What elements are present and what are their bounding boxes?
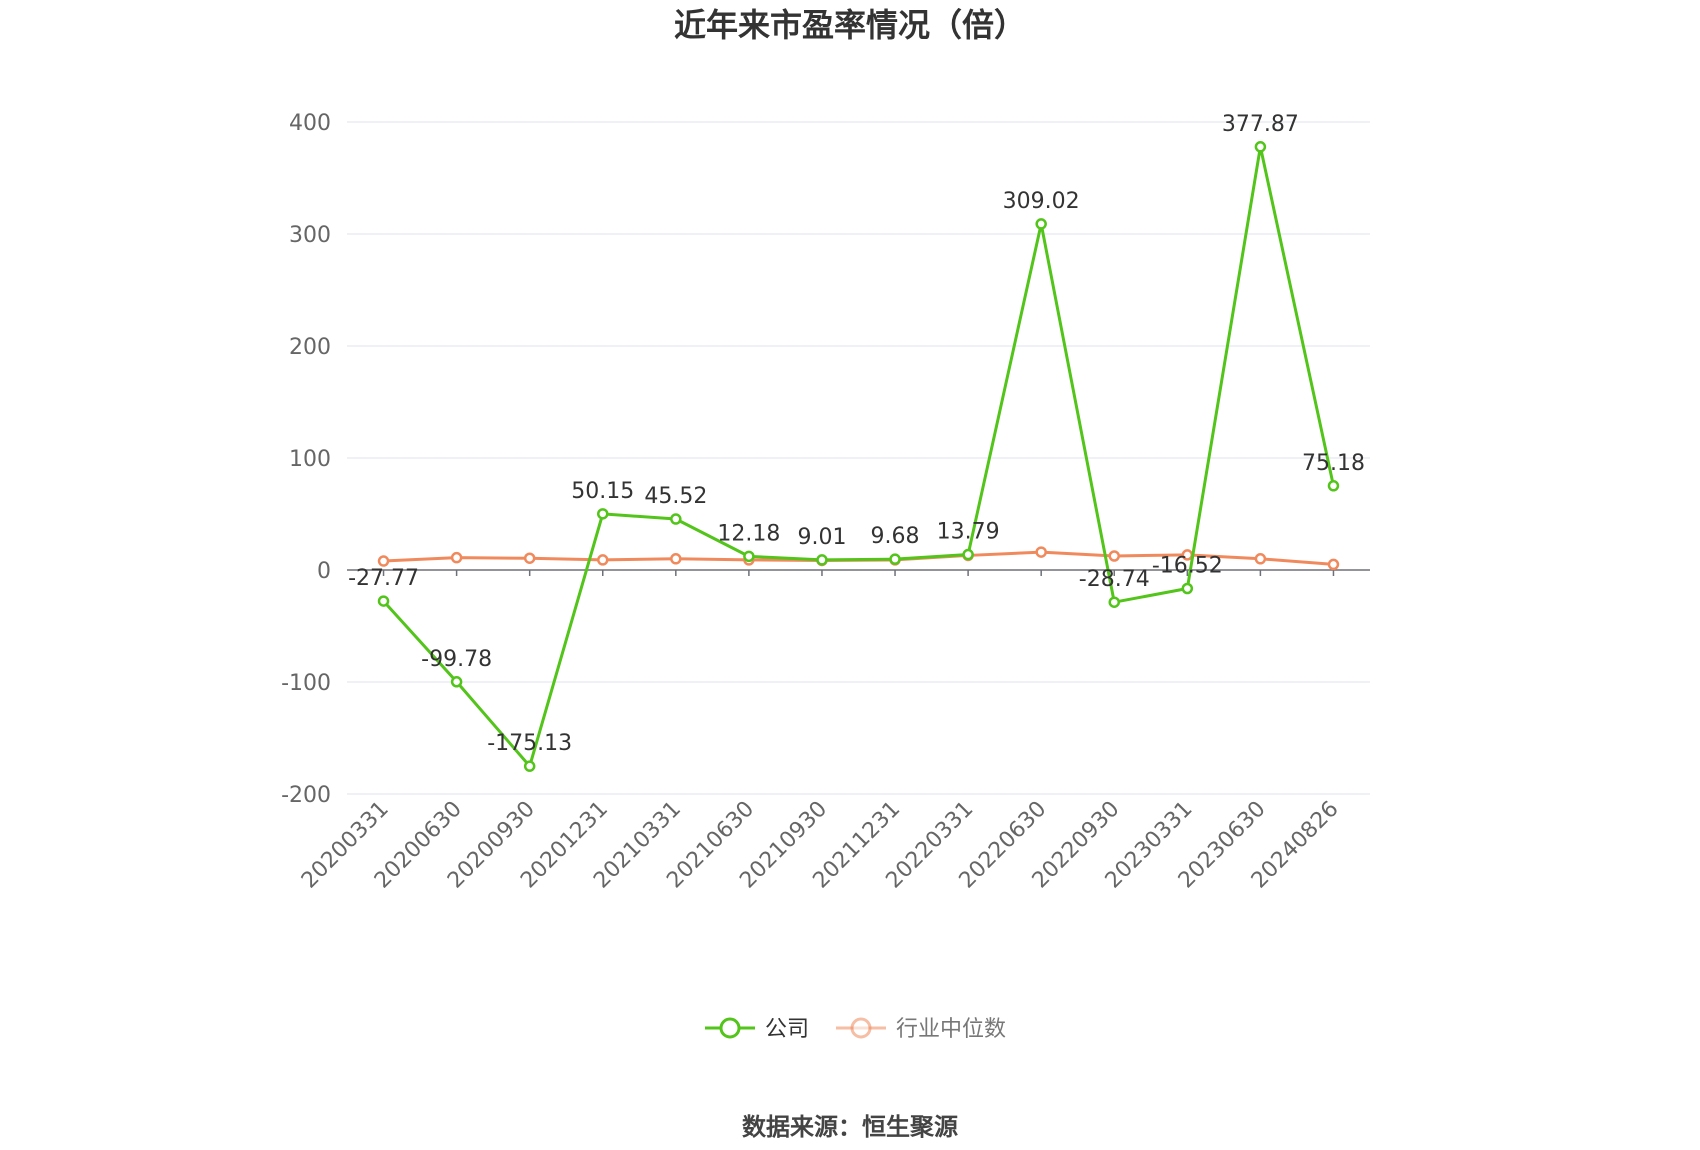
legend-marker <box>850 1017 872 1039</box>
data-label: 377.87 <box>1222 112 1299 137</box>
data-point[interactable] <box>743 550 755 563</box>
data-label: 13.79 <box>937 520 1000 545</box>
data-point[interactable] <box>597 554 609 566</box>
legend-label: 公司 <box>765 1017 809 1042</box>
data-label: 75.18 <box>1302 451 1365 476</box>
data-label: -175.13 <box>487 731 572 756</box>
y-tick-label: -100 <box>281 671 331 696</box>
data-label: 12.18 <box>717 521 780 546</box>
data-label: 309.02 <box>1003 189 1080 214</box>
y-axis: -200 -100 0 100 200 300 400 <box>281 111 331 808</box>
data-labels: -27.77 -99.78 -175.13 50.15 45.52 12.18 9.01 9.… <box>348 112 1365 756</box>
data-point[interactable] <box>523 552 536 564</box>
data-point[interactable] <box>962 548 974 561</box>
data-source: 数据来源：恒生聚源 <box>742 1113 958 1141</box>
data-point[interactable] <box>1108 596 1120 608</box>
data-point[interactable] <box>816 554 828 566</box>
data-point[interactable] <box>670 513 682 525</box>
chart-title: 近年来市盈率情况（倍） <box>674 6 1026 44</box>
data-label: -16.52 <box>1152 554 1223 579</box>
data-label: 9.68 <box>871 524 920 549</box>
data-point[interactable] <box>597 508 609 520</box>
data-label: 50.15 <box>571 479 634 504</box>
legend-item-1[interactable]: 行业中位数 <box>836 1017 1006 1042</box>
series-line-0 <box>382 145 1335 768</box>
data-point[interactable] <box>1327 480 1340 492</box>
data-label: -27.77 <box>348 566 419 591</box>
legend[interactable]: 公司 行业中位数 <box>705 1017 1006 1042</box>
x-axis: 2020033120200630202009302020123120210331… <box>297 569 1370 893</box>
data-point[interactable] <box>889 553 901 565</box>
y-tick-label: 300 <box>289 223 331 248</box>
y-tick-label: 400 <box>289 111 331 136</box>
data-point[interactable] <box>1035 218 1047 230</box>
data-point[interactable] <box>523 760 536 772</box>
data-point[interactable] <box>377 595 390 607</box>
legend-item-0[interactable]: 公司 <box>705 1017 809 1042</box>
legend-marker <box>719 1017 741 1039</box>
data-point[interactable] <box>1108 550 1120 562</box>
data-point[interactable] <box>1254 553 1267 565</box>
data-point[interactable] <box>1254 141 1267 153</box>
data-point[interactable] <box>1327 558 1340 571</box>
grid <box>347 121 1370 795</box>
y-tick-label: 0 <box>317 559 331 584</box>
y-tick-label: 200 <box>289 335 331 360</box>
data-point[interactable] <box>450 551 463 564</box>
y-tick-label: 100 <box>289 447 331 472</box>
data-point[interactable] <box>1181 582 1194 595</box>
data-point[interactable] <box>450 676 463 688</box>
data-label: -99.78 <box>421 647 492 672</box>
data-label: -28.74 <box>1079 567 1150 592</box>
data-point[interactable] <box>377 555 390 567</box>
data-label: 45.52 <box>644 484 707 509</box>
series-layer <box>377 141 1340 772</box>
y-tick-label: -200 <box>281 783 331 808</box>
data-point[interactable] <box>1035 546 1047 558</box>
legend-label: 行业中位数 <box>896 1017 1006 1042</box>
data-point[interactable] <box>670 553 682 565</box>
data-label: 9.01 <box>797 525 846 550</box>
